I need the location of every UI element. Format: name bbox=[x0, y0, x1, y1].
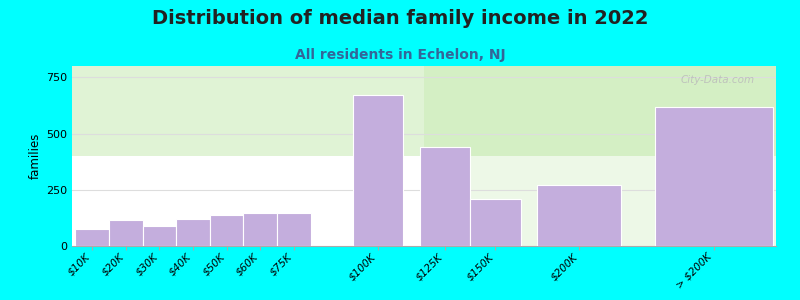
Bar bbox=[353, 95, 403, 246]
Bar bbox=[210, 214, 243, 246]
Bar bbox=[277, 213, 310, 246]
Text: Distribution of median family income in 2022: Distribution of median family income in … bbox=[152, 9, 648, 28]
Text: All residents in Echelon, NJ: All residents in Echelon, NJ bbox=[294, 48, 506, 62]
Bar bbox=[243, 213, 277, 246]
Y-axis label: families: families bbox=[29, 133, 42, 179]
Bar bbox=[75, 229, 109, 246]
Bar bbox=[538, 185, 622, 246]
Bar bbox=[470, 199, 521, 246]
Bar bbox=[109, 220, 142, 246]
Bar bbox=[142, 226, 176, 246]
Bar bbox=[655, 106, 773, 246]
Text: City-Data.com: City-Data.com bbox=[681, 75, 755, 85]
Bar bbox=[176, 219, 210, 246]
Bar bbox=[420, 147, 470, 246]
